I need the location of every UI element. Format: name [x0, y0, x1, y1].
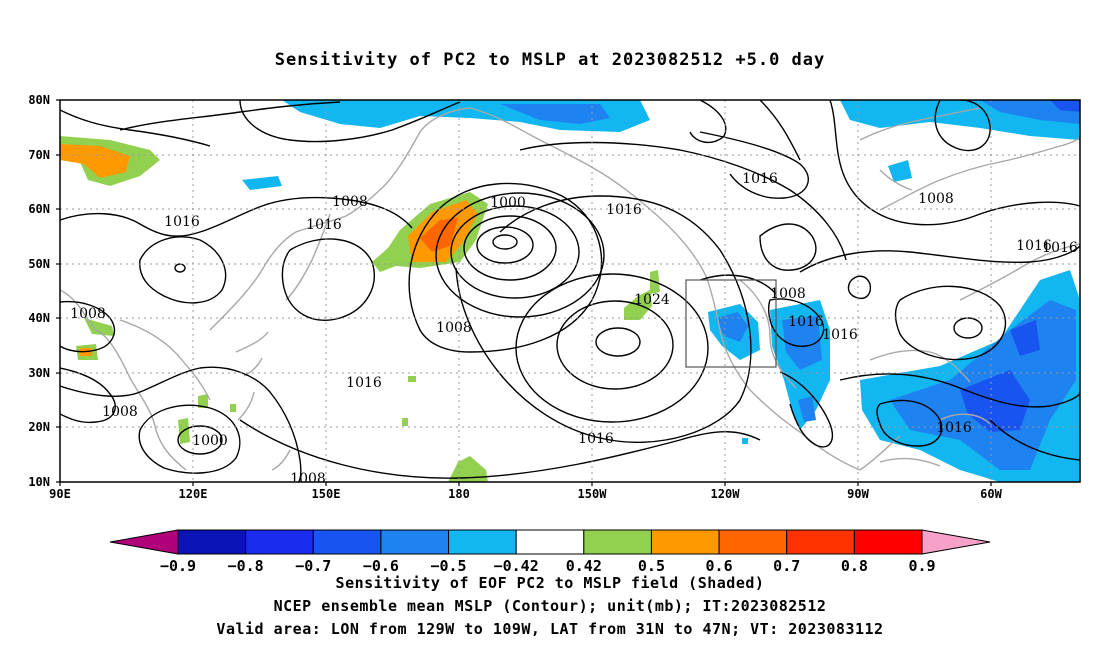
- lat-label: 60N: [28, 202, 50, 216]
- contour-label: 1024: [634, 292, 670, 308]
- colorbar-label: 0.42: [566, 557, 602, 575]
- lon-label: 180: [448, 487, 470, 501]
- colorbar-swatch: [380, 529, 450, 555]
- colorbar-swatch: [853, 529, 923, 555]
- colorbar-swatch: [718, 529, 788, 555]
- contour-label: 1016: [1042, 240, 1078, 256]
- caption-contour: NCEP ensemble mean MSLP (Contour); unit(…: [273, 597, 827, 615]
- axis-ticks: [56, 99, 992, 486]
- contour-label: 1016: [306, 217, 342, 233]
- lat-label: 30N: [28, 366, 50, 380]
- contour-label: 1016: [164, 214, 200, 230]
- contour-label: 1016: [606, 202, 642, 218]
- contour-label: 1000: [490, 195, 526, 211]
- colorbar-left-triangle: [109, 529, 179, 555]
- colorbar-label: −0.6: [363, 557, 399, 575]
- colorbar-label: 0.7: [773, 557, 800, 575]
- colorbar: −0.9 −0.8 −0.7 −0.6 −0.5 −0.42 0.42 0.5 0.6 0.7 0.…: [109, 529, 991, 575]
- contour-label: 1016: [346, 375, 382, 391]
- chart-title: Sensitivity of PC2 to MSLP at 2023082512…: [274, 50, 826, 70]
- colorbar-swatch: [583, 529, 652, 555]
- colorbar-swatch: [245, 529, 314, 555]
- lon-label: 90W: [847, 487, 869, 501]
- contour-label: 1016: [936, 420, 972, 436]
- caption-valid-area: Valid area: LON from 129W to 109W, LAT f…: [216, 620, 884, 638]
- colorbar-label: −0.9: [160, 557, 196, 575]
- longitude-labels: 90E 120E 150E 180 150W 120W 90W 60W: [49, 487, 1002, 501]
- lon-label: 120E: [179, 487, 208, 501]
- colorbar-swatch: [448, 529, 517, 555]
- colorbar-right-triangle: [921, 529, 991, 555]
- colorbar-swatch: [177, 529, 247, 555]
- lon-label: 120W: [711, 487, 741, 501]
- latitude-labels: 80N 70N 60N 50N 40N 30N 20N 10N: [28, 93, 50, 489]
- colorbar-swatch: [786, 529, 855, 555]
- colorbar-swatch: [515, 529, 585, 555]
- lat-label: 10N: [28, 475, 50, 489]
- caption-shading: Sensitivity of EOF PC2 to MSLP field (Sh…: [335, 574, 765, 592]
- lat-label: 70N: [28, 148, 50, 162]
- colorbar-label: −0.8: [228, 557, 264, 575]
- contour-label: 1016: [1016, 238, 1052, 254]
- colorbar-label: −0.7: [295, 557, 331, 575]
- valid-area-box: [685, 279, 777, 368]
- lat-label: 40N: [28, 311, 50, 325]
- contour-label: 1008: [436, 320, 472, 336]
- lon-label: 90E: [49, 487, 71, 501]
- contour-label: 1016: [742, 171, 778, 187]
- contour-label: 1016: [578, 431, 614, 447]
- contour-label: 1016: [822, 327, 858, 343]
- colorbar-label: 0.5: [638, 557, 665, 575]
- lat-label: 80N: [28, 93, 50, 107]
- contour-label: 1008: [102, 404, 138, 420]
- colorbar-label: 0.9: [908, 557, 935, 575]
- colorbar-swatch: [312, 529, 382, 555]
- colorbar-swatch: [650, 529, 720, 555]
- contour-label: 1000: [192, 433, 228, 449]
- contour-label: 1016: [788, 314, 824, 330]
- colorbar-label: −0.42: [494, 557, 539, 575]
- lat-label: 50N: [28, 257, 50, 271]
- lon-label: 150W: [578, 487, 608, 501]
- colorbar-label: −0.5: [430, 557, 466, 575]
- contour-label: 1008: [70, 306, 106, 322]
- map-frame: [59, 99, 1081, 483]
- lon-label: 150E: [312, 487, 341, 501]
- contour-label: 1008: [918, 191, 954, 207]
- mslp-contours: [60, 100, 1080, 482]
- contour-label: 1008: [290, 471, 326, 487]
- coastlines: [60, 107, 1080, 471]
- colorbar-label: 0.8: [841, 557, 868, 575]
- grid-lines: [60, 100, 1080, 482]
- colorbar-label: 0.6: [706, 557, 733, 575]
- lat-label: 20N: [28, 420, 50, 434]
- contour-label: 1008: [332, 194, 368, 210]
- positive-sensitivity-shading: [60, 136, 660, 482]
- lon-label: 60W: [980, 487, 1002, 501]
- contour-label: 1008: [770, 286, 806, 302]
